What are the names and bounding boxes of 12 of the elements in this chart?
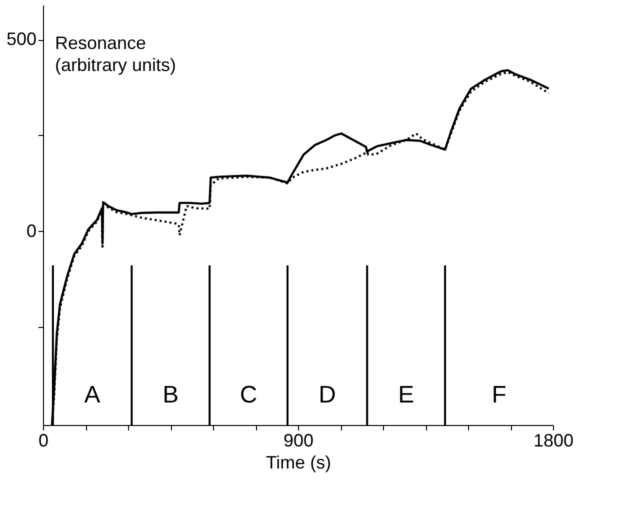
x-axis-title: Time (s)	[266, 452, 332, 472]
y-axis-title: Resonance (arbitrary units)	[55, 33, 176, 75]
annotation: B	[162, 382, 179, 409]
annotation: C	[240, 382, 258, 409]
annotation: D	[318, 382, 336, 409]
x-tick-label: 900	[283, 430, 314, 450]
annotation: F	[492, 382, 506, 409]
x-tick-label: 1800	[533, 430, 574, 450]
y-tick-label: 500	[6, 29, 36, 50]
annotation: A	[84, 382, 100, 409]
x-tick-label: 0	[38, 430, 49, 450]
annotation: E	[398, 382, 414, 409]
